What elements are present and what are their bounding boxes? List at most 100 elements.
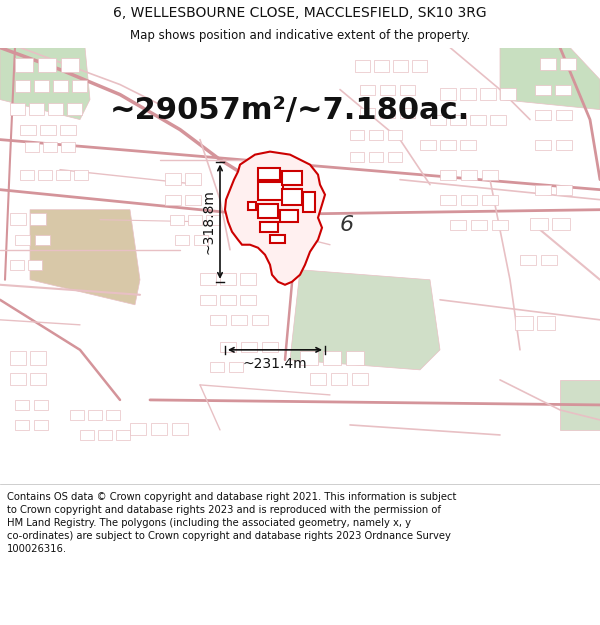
Bar xyxy=(30,213,46,225)
Text: Map shows position and indicative extent of the property.: Map shows position and indicative extent… xyxy=(130,29,470,42)
Bar xyxy=(520,255,536,265)
Polygon shape xyxy=(560,380,600,430)
Bar xyxy=(10,102,25,114)
Bar xyxy=(515,316,533,330)
Bar xyxy=(229,362,243,372)
Bar xyxy=(210,315,226,325)
Text: 6: 6 xyxy=(340,215,354,235)
Bar xyxy=(116,430,130,440)
Bar xyxy=(537,316,555,330)
Bar xyxy=(10,213,26,225)
Bar xyxy=(282,189,302,204)
Bar xyxy=(440,139,456,149)
Bar xyxy=(400,84,415,94)
Bar xyxy=(258,168,280,179)
Bar xyxy=(165,194,181,204)
Bar xyxy=(374,59,389,71)
Bar xyxy=(151,423,167,435)
Bar xyxy=(490,114,506,124)
Bar xyxy=(185,173,201,184)
Bar xyxy=(535,139,551,149)
Bar xyxy=(300,351,318,365)
Bar xyxy=(535,109,551,119)
Bar xyxy=(210,362,224,372)
Bar xyxy=(231,315,247,325)
Bar xyxy=(20,169,34,179)
Bar xyxy=(35,235,50,245)
Bar xyxy=(461,169,477,179)
Bar xyxy=(80,430,94,440)
Bar xyxy=(535,184,551,194)
Bar xyxy=(15,420,29,430)
Bar xyxy=(15,400,29,410)
Bar xyxy=(310,373,326,385)
Bar xyxy=(440,169,456,179)
Bar xyxy=(270,235,285,242)
Bar xyxy=(248,202,256,210)
Bar xyxy=(350,152,364,162)
Bar xyxy=(369,152,383,162)
Bar xyxy=(331,373,347,385)
Bar xyxy=(200,295,216,305)
Bar xyxy=(461,194,477,204)
Text: ~318.8m: ~318.8m xyxy=(201,189,215,254)
Bar xyxy=(360,84,375,94)
Bar xyxy=(280,209,298,222)
Bar xyxy=(61,142,75,152)
Bar xyxy=(252,315,268,325)
Bar xyxy=(556,184,572,194)
Bar xyxy=(388,152,402,162)
Bar xyxy=(170,215,184,225)
Bar xyxy=(471,220,487,230)
Bar xyxy=(206,215,220,225)
Bar xyxy=(420,139,436,149)
Bar xyxy=(556,109,572,119)
Bar xyxy=(43,142,57,152)
Bar xyxy=(552,217,570,230)
Bar xyxy=(30,373,46,385)
Bar xyxy=(188,215,202,225)
Bar xyxy=(220,342,236,352)
Polygon shape xyxy=(290,270,440,370)
Bar xyxy=(165,173,181,184)
Bar xyxy=(72,79,87,91)
Bar xyxy=(430,114,446,124)
Bar xyxy=(53,79,68,91)
Polygon shape xyxy=(30,210,140,305)
Bar xyxy=(10,351,26,365)
Bar xyxy=(40,124,56,134)
Bar xyxy=(28,260,42,270)
Bar xyxy=(194,235,208,245)
Bar xyxy=(220,295,236,305)
Bar xyxy=(530,217,548,230)
Bar xyxy=(500,88,516,99)
Bar xyxy=(61,58,79,71)
Bar xyxy=(241,342,257,352)
Bar xyxy=(480,88,496,99)
Bar xyxy=(540,58,556,69)
Bar xyxy=(258,182,283,199)
Bar xyxy=(34,400,48,410)
Bar xyxy=(412,59,427,71)
Bar xyxy=(30,351,46,365)
Bar xyxy=(346,351,364,365)
Bar xyxy=(400,107,415,118)
Bar xyxy=(258,204,278,217)
Bar xyxy=(369,129,383,139)
Bar xyxy=(15,235,30,245)
Polygon shape xyxy=(0,48,90,119)
Bar xyxy=(352,373,368,385)
Bar xyxy=(388,129,402,139)
Bar xyxy=(106,410,120,420)
Polygon shape xyxy=(225,152,325,285)
Bar xyxy=(25,142,39,152)
Bar xyxy=(172,423,188,435)
Bar xyxy=(98,430,112,440)
Bar xyxy=(15,79,30,91)
Bar xyxy=(303,192,315,212)
Bar xyxy=(380,84,395,94)
Bar xyxy=(535,84,551,94)
Bar xyxy=(29,102,44,114)
Bar xyxy=(440,88,456,99)
Bar xyxy=(380,107,395,118)
